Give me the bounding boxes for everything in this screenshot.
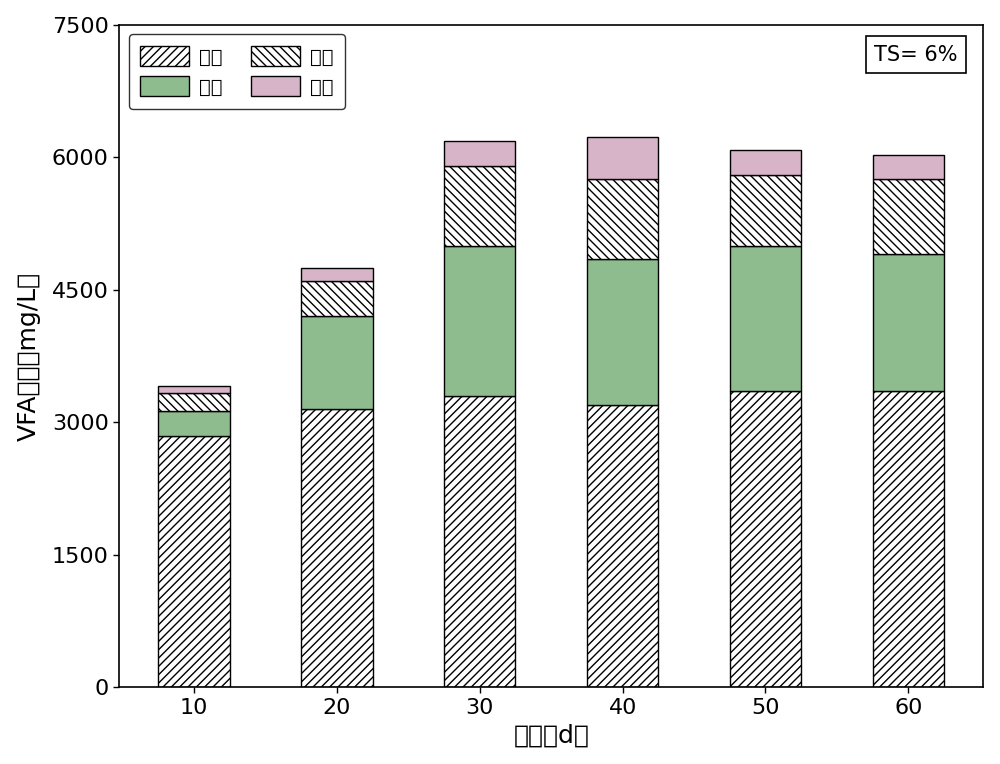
Bar xyxy=(587,405,658,688)
Bar xyxy=(873,180,944,254)
Bar xyxy=(873,254,944,391)
Bar xyxy=(730,175,801,245)
Bar xyxy=(873,391,944,688)
Bar xyxy=(587,180,658,259)
X-axis label: 时间（d）: 时间（d） xyxy=(513,724,589,747)
Y-axis label: VFA浓度（mg/L）: VFA浓度（mg/L） xyxy=(17,271,41,441)
Bar xyxy=(587,259,658,405)
Bar xyxy=(587,137,658,180)
Bar xyxy=(301,409,373,688)
Legend: 乙酸, 丙酸, 丁酸, 戊酸: 乙酸, 丙酸, 丁酸, 戊酸 xyxy=(129,34,345,108)
Bar xyxy=(301,316,373,409)
Bar xyxy=(301,281,373,316)
Bar xyxy=(158,386,230,393)
Bar xyxy=(158,435,230,688)
Bar xyxy=(301,267,373,281)
Bar xyxy=(730,245,801,391)
Bar xyxy=(730,151,801,175)
Bar xyxy=(158,393,230,411)
Text: TS= 6%: TS= 6% xyxy=(874,44,957,64)
Bar xyxy=(444,245,515,396)
Bar xyxy=(873,154,944,180)
Bar xyxy=(444,166,515,245)
Bar xyxy=(730,391,801,688)
Bar xyxy=(444,396,515,688)
Bar xyxy=(158,411,230,435)
Bar xyxy=(444,141,515,166)
